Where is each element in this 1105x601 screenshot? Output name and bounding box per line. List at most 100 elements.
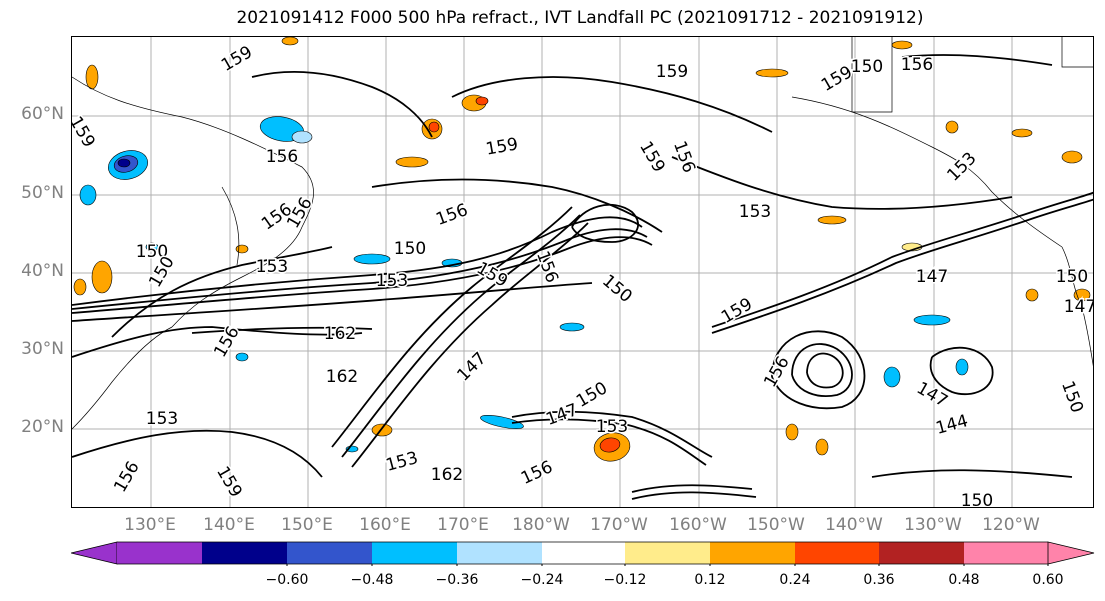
colorbar-segment	[964, 542, 1048, 564]
anomaly-patch	[235, 352, 249, 362]
contour-value-label: 156	[518, 457, 556, 489]
anomaly-patch	[475, 96, 489, 106]
longitude-tick-label: 130°E	[124, 515, 176, 535]
coastline-segment	[1061, 246, 1093, 367]
contour-value-label: 153	[384, 448, 421, 476]
contour-line	[511, 418, 707, 466]
contour-value-label: 147	[1064, 297, 1094, 317]
coastlines	[72, 37, 1093, 430]
map-panel: 159 159 156 156 159 156 159 153 159 156 153 150 156 1…	[71, 36, 1094, 508]
contour-value-label: 162	[326, 367, 358, 387]
contour-value-label: 147	[543, 400, 580, 430]
colorbar-segment	[287, 542, 372, 564]
map-title: 2021091412 F000 500 hPa refract., IVT La…	[236, 8, 924, 28]
anomaly-patch	[79, 184, 97, 206]
contour-line	[72, 326, 363, 358]
anomaly-patch	[371, 423, 393, 437]
longitude-tick-label: 120°W	[982, 515, 1040, 535]
colorbar	[71, 541, 1095, 566]
colorbar-segment	[710, 542, 795, 564]
contour-value-label: 156	[669, 138, 699, 175]
contour-value-label: 153	[596, 417, 628, 437]
colorbar-tick-label: −0.24	[520, 572, 564, 588]
colorbar-tick-label: 0.48	[948, 572, 980, 588]
contour-value-label: 153	[739, 202, 771, 222]
contour-value-label: 150	[1056, 267, 1088, 287]
latitude-tick-label: 40°N	[21, 261, 64, 281]
colorbar-segment	[372, 542, 457, 564]
anomaly-patch	[817, 215, 847, 225]
contour-value-label: 153	[943, 148, 980, 185]
anomaly-patch	[755, 68, 789, 78]
anomaly-patch	[1061, 150, 1083, 164]
colorbar-segment	[625, 542, 710, 564]
anomaly-patch	[913, 314, 951, 326]
colorbar-tick-label: 0.60	[1032, 572, 1064, 588]
colorbar-tick-label: −0.48	[350, 572, 394, 588]
longitude-tick-label: 180°W	[512, 515, 570, 535]
anomaly-patch	[785, 423, 799, 441]
contour-value-label: 147	[453, 348, 490, 385]
colorbar-segment	[202, 542, 287, 564]
contour-value-label: 153	[146, 409, 178, 429]
anomaly-patch	[883, 366, 901, 388]
anomaly-patch	[291, 130, 313, 144]
colorbar-tick-label: −0.36	[435, 572, 479, 588]
contour-line	[631, 484, 753, 493]
contour-line	[72, 216, 643, 306]
latitude-tick-label: 50°N	[21, 183, 64, 203]
contour-value-label: 150	[598, 271, 636, 307]
longitude-tick-label: 130°W	[904, 515, 962, 535]
longitude-tick-label: 160°W	[669, 515, 727, 535]
contour-line	[72, 429, 323, 478]
contour-line	[571, 203, 639, 243]
contour-line	[111, 246, 333, 338]
contour-value-label: 162	[324, 324, 356, 344]
contour-value-label: 150	[394, 239, 426, 259]
colorbar-tick-label: −0.60	[265, 572, 309, 588]
refractivity-contours	[72, 54, 1093, 500]
colorbar-tick-label: 0.36	[863, 572, 895, 588]
contour-line	[929, 346, 994, 396]
colorbar-extend-min	[71, 541, 118, 565]
contour-line	[72, 282, 593, 322]
anomaly-patch	[891, 40, 913, 50]
contour-value-label: 144	[934, 411, 971, 439]
anomaly-patch	[1011, 128, 1033, 138]
latitude-tick-label: 20°N	[21, 417, 64, 437]
colorbar-segment	[795, 542, 879, 564]
colorbar-segment	[457, 542, 542, 564]
contour-line	[901, 54, 1053, 66]
longitude-tick-label: 150°E	[281, 515, 333, 535]
contour-line	[371, 178, 663, 233]
coastline-segment	[851, 37, 893, 113]
contour-value-label: 159	[72, 113, 99, 151]
longitude-tick-label: 170°E	[437, 515, 489, 535]
contour-value-label: 156	[283, 194, 317, 232]
contour-line	[72, 228, 648, 310]
colorbar-segment	[117, 542, 202, 564]
anomaly-patch	[395, 156, 429, 168]
contour-value-label: 162	[431, 465, 463, 485]
colorbar-segment	[879, 542, 964, 564]
contour-line	[791, 343, 853, 397]
longitude-tick-label: 140°E	[203, 515, 255, 535]
contour-line	[451, 76, 773, 133]
contour-value-label: 159	[218, 42, 256, 76]
contour-line	[671, 156, 1013, 210]
contour-value-label: 159	[656, 62, 688, 82]
contour-value-label: 156	[266, 147, 298, 167]
anomaly-patch	[428, 121, 440, 133]
contour-value-label: 156	[532, 248, 562, 285]
contour-value-label: 150	[961, 491, 993, 508]
anomaly-patch	[73, 278, 87, 296]
contour-line	[711, 198, 1093, 334]
anomaly-patch	[91, 260, 113, 294]
contour-value-label: 159	[212, 463, 246, 501]
contour-line	[711, 191, 1093, 328]
contour-line	[191, 326, 373, 334]
longitude-tick-label: 160°E	[359, 515, 411, 535]
contour-value-label: 156	[760, 353, 794, 391]
